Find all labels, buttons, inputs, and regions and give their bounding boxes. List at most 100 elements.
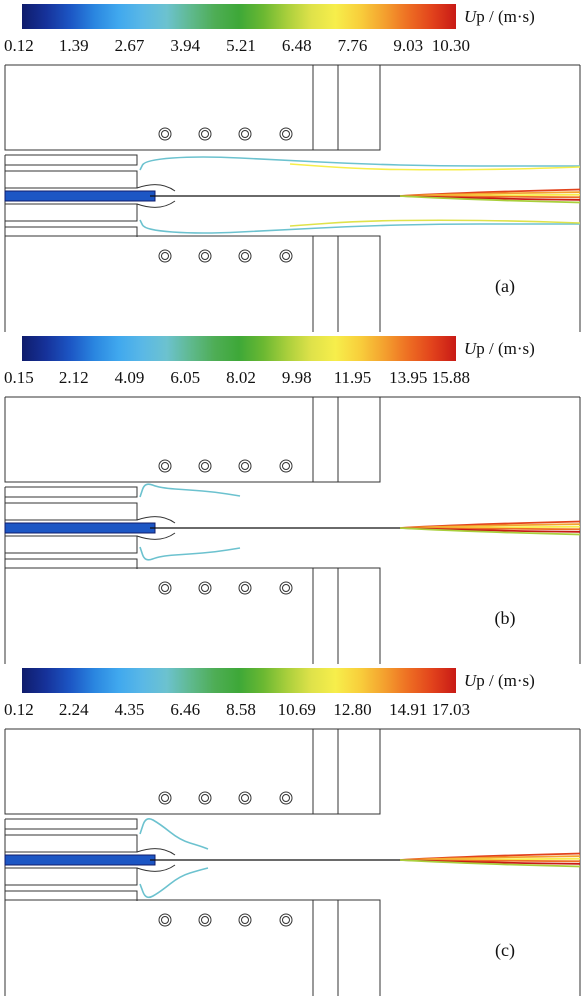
colorbar-tick-label: 2.12 xyxy=(59,368,89,387)
colorbar-tick-label: 11.95 xyxy=(334,368,372,387)
combustor-geometry xyxy=(4,728,581,996)
dilution-hole-lower xyxy=(158,249,172,263)
colorbar-tick-label: 12.80 xyxy=(333,700,371,719)
dilution-hole-lower-inner xyxy=(282,584,290,592)
panel-label: (c) xyxy=(495,940,515,961)
colorbar xyxy=(22,668,456,693)
colorbar-unit-label: Up / (m·s) xyxy=(464,7,535,26)
dilution-hole-upper-inner xyxy=(241,794,249,802)
colorbar-tick-label: 17.03 xyxy=(432,700,470,719)
nozzle-tip-lower xyxy=(136,200,176,208)
panel-b: Up / (m·s) 0.15 2.12 4.09 6.05 8.02 9.98 11.95 1… xyxy=(0,332,584,664)
unit-symbol: U xyxy=(464,339,478,358)
jet-spray-streak xyxy=(399,195,581,204)
dilution-hole-upper xyxy=(238,127,252,141)
lower-inlet-channel xyxy=(5,890,138,901)
colorbar-unit-label: Up / (m·s) xyxy=(464,339,535,358)
dilution-hole-upper-inner xyxy=(161,462,169,470)
colorbar-tick-label: 2.24 xyxy=(59,700,89,719)
upper-chamber-outline xyxy=(4,65,381,151)
dilution-hole-lower-inner xyxy=(201,584,209,592)
dilution-hole-lower-inner xyxy=(241,252,249,260)
colorbar-tick-label: 4.09 xyxy=(115,368,145,387)
dilution-hole-upper-inner xyxy=(201,130,209,138)
dilution-hole-lower xyxy=(198,581,212,595)
droplet-trajectory xyxy=(139,546,241,561)
dilution-hole-lower xyxy=(158,913,172,927)
colorbar-tick-label: 4.35 xyxy=(115,700,145,719)
dilution-hole-lower-inner xyxy=(241,584,249,592)
droplet-trajectory xyxy=(139,219,580,234)
panel-c-figure: Up / (m·s) 0.12 2.24 4.35 6.46 8.58 10.69 12.80… xyxy=(4,668,581,996)
dilution-hole-lower xyxy=(158,581,172,595)
dilution-hole-upper xyxy=(279,791,293,805)
upper-inner-channel xyxy=(5,502,138,521)
colorbar-tick-label: 6.05 xyxy=(170,368,200,387)
dilution-hole-upper-inner xyxy=(201,794,209,802)
lower-inlet-channel xyxy=(5,558,138,569)
unit-symbol: U xyxy=(464,7,478,26)
panel-label: (b) xyxy=(495,608,516,629)
colorbar-tick-label: 14.91 xyxy=(389,700,427,719)
dilution-hole-upper-inner xyxy=(282,130,290,138)
dilution-hole-lower-inner xyxy=(161,252,169,260)
droplet-trajectory xyxy=(139,818,209,850)
colorbar-tick-label: 13.95 xyxy=(389,368,427,387)
unit-text: p / (m·s) xyxy=(476,7,535,26)
combustor-geometry xyxy=(4,64,581,332)
upper-inlet-channel xyxy=(5,486,138,498)
colorbar-tick-label: 6.46 xyxy=(170,700,200,719)
colorbar-tick-label: 0.15 xyxy=(4,368,34,387)
dilution-hole-upper xyxy=(238,791,252,805)
nozzle-tip-lower xyxy=(136,864,176,872)
panel-a: Up / (m·s) 0.12 1.39 2.67 3.94 5.21 6.48 7.76 9.… xyxy=(0,0,584,332)
lower-chamber-outline xyxy=(5,235,381,332)
lower-chamber-outline xyxy=(5,899,381,996)
droplet-trajectory xyxy=(139,867,209,899)
colorbar xyxy=(22,4,456,29)
panel-c: Up / (m·s) 0.12 2.24 4.35 6.46 8.58 10.69 12.80… xyxy=(0,664,584,1000)
upper-inlet-channel xyxy=(5,154,138,166)
panel-a-figure: Up / (m·s) 0.12 1.39 2.67 3.94 5.21 6.48 7.76 9.… xyxy=(4,4,581,332)
dilution-hole-lower xyxy=(198,249,212,263)
colorbar-tick-label: 10.30 xyxy=(432,36,470,55)
colorbar-tick-label: 0.12 xyxy=(4,36,34,55)
dilution-hole-upper xyxy=(279,127,293,141)
unit-text: p / (m·s) xyxy=(476,339,535,358)
colorbar-tick-label: 6.48 xyxy=(282,36,312,55)
dilution-hole-lower xyxy=(279,581,293,595)
upper-chamber-outline xyxy=(4,729,381,815)
dilution-hole-lower-inner xyxy=(201,916,209,924)
lower-inlet-channel xyxy=(5,226,138,237)
colorbar-tick-label: 10.69 xyxy=(278,700,316,719)
droplet-trajectory xyxy=(289,219,581,227)
colorbar-tick-label: 1.39 xyxy=(59,36,89,55)
nozzle-tip-upper xyxy=(136,516,176,524)
dilution-hole-lower xyxy=(238,913,252,927)
droplet-trajectory xyxy=(139,483,241,498)
lower-inner-channel xyxy=(5,535,138,554)
colorbar-tick-label: 7.76 xyxy=(338,36,368,55)
dilution-hole-lower-inner xyxy=(241,916,249,924)
lower-chamber-outline xyxy=(5,567,381,664)
colorbar xyxy=(22,336,456,361)
dilution-hole-lower-inner xyxy=(282,916,290,924)
dilution-hole-upper-inner xyxy=(161,794,169,802)
dilution-hole-upper xyxy=(158,791,172,805)
panel-label: (a) xyxy=(495,276,515,297)
dilution-hole-lower xyxy=(238,581,252,595)
panel-b-figure: Up / (m·s) 0.15 2.12 4.09 6.05 8.02 9.98 11.95 1… xyxy=(4,336,581,664)
dilution-hole-upper-inner xyxy=(282,794,290,802)
colorbar-tick-label: 9.98 xyxy=(282,368,312,387)
colorbar-tick-label: 2.67 xyxy=(115,36,145,55)
dilution-hole-upper xyxy=(158,459,172,473)
upper-inlet-channel xyxy=(5,818,138,830)
dilution-hole-upper xyxy=(279,459,293,473)
dilution-hole-upper xyxy=(198,127,212,141)
dilution-hole-lower xyxy=(279,913,293,927)
jet-spray-streak xyxy=(399,527,581,536)
dilution-hole-upper xyxy=(198,459,212,473)
dilution-hole-lower xyxy=(198,913,212,927)
fuel-nozzle xyxy=(4,522,156,534)
colorbar-tick-label: 3.94 xyxy=(170,36,200,55)
